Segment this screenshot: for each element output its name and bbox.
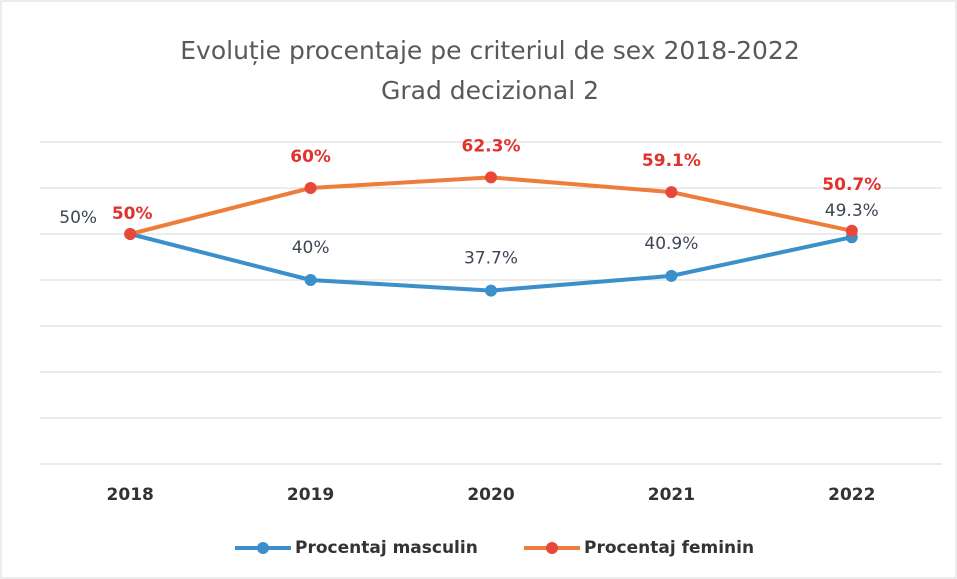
data-label: 59.1% [642, 151, 701, 171]
point [665, 269, 678, 282]
legend-marker [257, 542, 269, 554]
data-label: 50.7% [822, 175, 881, 195]
legend-label: Procentaj masculin [295, 538, 478, 558]
x-tick-label: 2020 [467, 485, 514, 505]
data-label: 40.9% [644, 234, 698, 254]
legend-marker [546, 542, 558, 554]
x-tick-label: 2018 [107, 485, 154, 505]
chart-title: Evoluție procentaje pe criteriul de sex … [180, 36, 800, 65]
x-tick-label: 2022 [828, 485, 875, 505]
data-label: 50% [59, 208, 97, 228]
data-label: 37.7% [464, 249, 518, 269]
data-label: 40% [292, 238, 330, 258]
point [304, 274, 317, 286]
data-label: 62.3% [462, 136, 521, 156]
legend-label: Procentaj feminin [584, 538, 754, 558]
x-tick-label: 2019 [287, 485, 334, 505]
data-label: 49.3% [825, 201, 879, 221]
point [485, 284, 497, 297]
chart-subtitle: Grad decizional 2 [381, 76, 599, 105]
point [665, 186, 678, 199]
point [304, 182, 317, 194]
x-tick-label: 2021 [648, 485, 695, 505]
point [845, 224, 858, 237]
data-label: 50% [112, 204, 153, 224]
point [124, 228, 137, 240]
data-label: 60% [290, 147, 331, 167]
point [485, 171, 497, 184]
